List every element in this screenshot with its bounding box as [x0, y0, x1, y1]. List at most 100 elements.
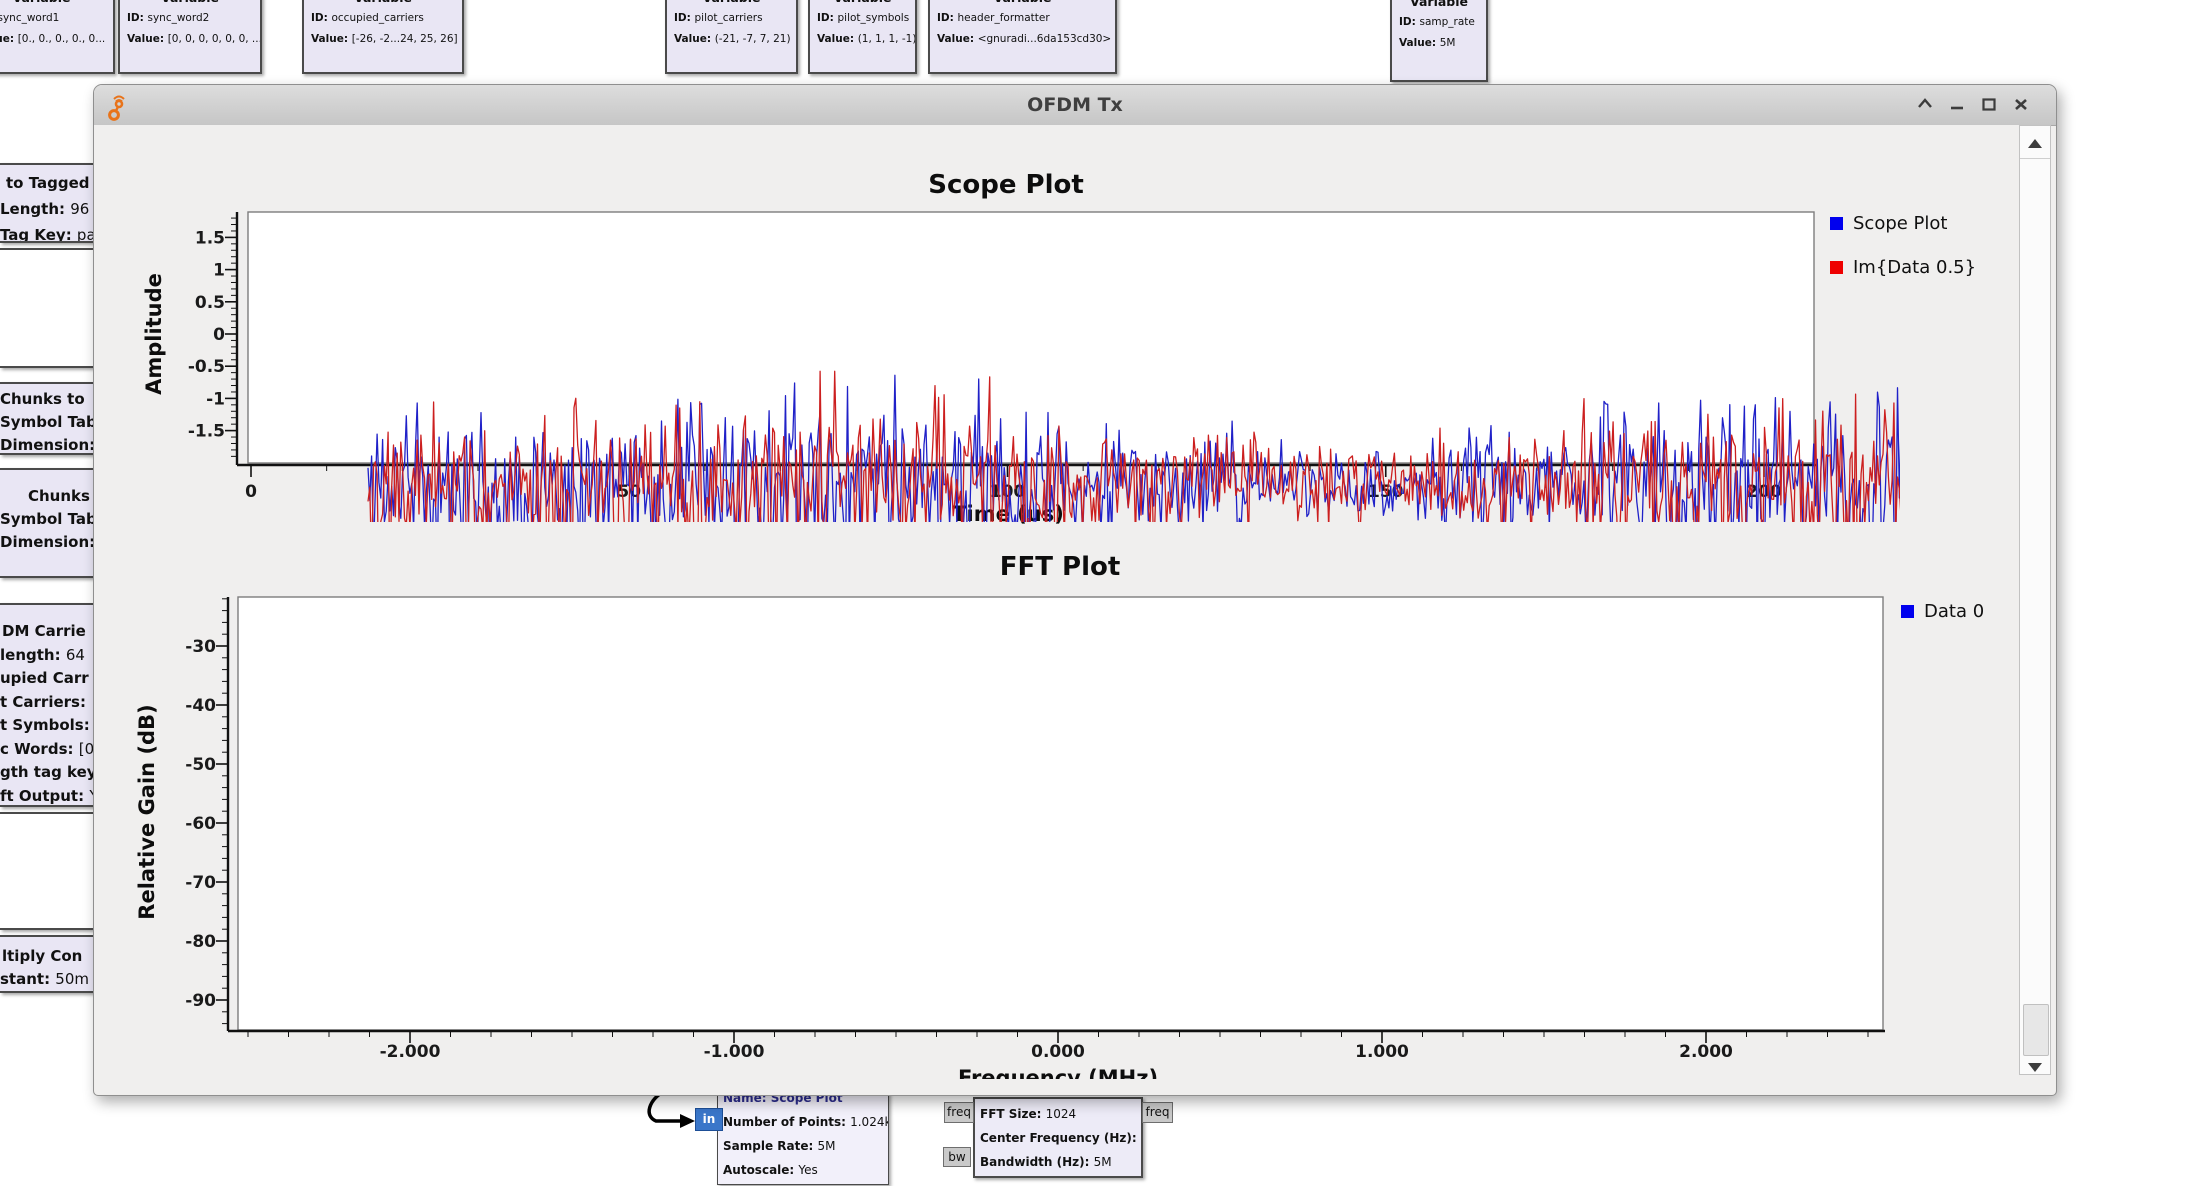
- svg-text:-1.5: -1.5: [188, 422, 225, 442]
- legend-swatch-blue2: [1901, 604, 1914, 618]
- block-param: Symbol Tab: [0, 510, 96, 528]
- block-white-block-1[interactable]: [0, 248, 96, 368]
- block-stream-to-tagged-stream[interactable]: to Tagged Length: 96 Tag Key: pa: [0, 163, 96, 243]
- svg-text:-2.000: -2.000: [380, 1042, 441, 1062]
- block-param: Value: (-21, -7, 7, 21): [674, 33, 791, 45]
- window-titlebar[interactable]: OFDM Tx: [94, 85, 2056, 126]
- block-param: to Tagged: [6, 174, 90, 192]
- legend-item-im-data: Im{Data 0.5}: [1830, 256, 1976, 278]
- block-param: Dimension:: [0, 533, 96, 551]
- block-param: Sample Rate: 5M: [723, 1139, 836, 1153]
- block-param: stant: 50m: [0, 970, 89, 988]
- port-freq-left[interactable]: freq: [944, 1102, 974, 1123]
- scope-plot-canvas: 1.510.50-0.5-1-1.50 50 100 150 200: [188, 211, 1900, 522]
- window-title: OFDM Tx: [1027, 94, 1123, 116]
- block-param: Value: [0, 0, 0, 0, 0, 0, ...: [127, 33, 262, 45]
- down-arrow-icon: [2028, 1062, 2042, 1072]
- block-title: Variable: [810, 0, 915, 8]
- block-param: Chunks to: [0, 390, 85, 408]
- block-param: ID: header_formatter: [937, 12, 1050, 24]
- fft-x-axis-label: Frequency (MHz): [957, 1066, 1159, 1079]
- maximize-button[interactable]: [1980, 95, 1998, 113]
- fft-plot-title: FFT Plot: [999, 552, 1121, 582]
- gnuradio-logo-icon: [108, 95, 125, 121]
- svg-text:-80: -80: [185, 932, 216, 952]
- legend-item-scope-plot: Scope Plot: [1830, 212, 1976, 234]
- scrollbar-down-button[interactable]: [2020, 1052, 2050, 1082]
- block-chunks-to-symbols-2[interactable]: Chunks Symbol Tab Dimension:: [0, 468, 96, 578]
- block-param: Autoscale: Yes: [723, 1163, 818, 1177]
- scrollbar-thumb[interactable]: [2023, 1004, 2049, 1056]
- block-title: Variable: [930, 0, 1115, 8]
- minimize-button[interactable]: [1948, 95, 1966, 113]
- block-param: ltiply Con: [2, 947, 83, 965]
- block-param: Value: (1, 1, 1, -1): [817, 33, 917, 45]
- scope-legend: Scope Plot Im{Data 0.5}: [1830, 212, 1976, 300]
- block-param: Tag Key: pa: [0, 226, 96, 243]
- svg-text:-0.5: -0.5: [188, 357, 225, 377]
- block-title: Variable: [0, 0, 113, 8]
- block-param: ID: sync_word1: [0, 12, 60, 24]
- block-param: t Symbols:: [0, 716, 90, 734]
- port-bw[interactable]: bw: [943, 1147, 971, 1167]
- block-param: ID: samp_rate: [1399, 16, 1475, 28]
- vertical-scrollbar[interactable]: [2019, 125, 2051, 1075]
- port-in[interactable]: in: [695, 1108, 723, 1131]
- block-qtgui-freq-sink[interactable]: FFT Size: 1024 Center Frequency (Hz): 0 Ba…: [973, 1097, 1143, 1178]
- block-variable-header_formatter[interactable]: Variable ID: header_formatter Value: <gnur…: [928, 0, 1117, 74]
- close-button[interactable]: [2012, 95, 2030, 113]
- block-param: Value: <gnuradi...6da153cd30>: [937, 33, 1112, 45]
- fft-legend: Data 0: [1901, 600, 1984, 644]
- svg-text:0.000: 0.000: [1031, 1042, 1085, 1062]
- svg-text:1.000: 1.000: [1355, 1042, 1409, 1062]
- scope-plot-title: Scope Plot: [928, 170, 1084, 200]
- svg-text:-1: -1: [206, 389, 225, 409]
- block-qtgui-time-sink[interactable]: Name: Scope Plot Number of Points: 1.024k…: [717, 1085, 889, 1185]
- svg-text:1.5: 1.5: [195, 228, 225, 248]
- svg-text:-60: -60: [185, 814, 216, 834]
- block-param: Dimension:: [0, 436, 96, 454]
- block-param: ID: pilot_carriers: [674, 12, 763, 24]
- svg-text:0.5: 0.5: [195, 293, 225, 313]
- block-variable-pilot_symbols[interactable]: Variable ID: pilot_symbols Value: (1, 1, 1…: [808, 0, 917, 74]
- svg-text:-30: -30: [185, 637, 216, 657]
- legend-item-data0: Data 0: [1901, 600, 1984, 622]
- fft-plot-canvas: -30 -40 -50 -60 -70 -80 -90 -2.000 -1.000 0.000 1.…: [185, 596, 1885, 1062]
- block-white-block-2[interactable]: [0, 812, 96, 930]
- block-param: c Words: [0: [0, 739, 95, 758]
- block-variable-sync_word2[interactable]: Variable ID: sync_word2 Value: [0, 0, 0, 0…: [118, 0, 262, 74]
- block-ofdm-carrier-allocator[interactable]: DM Carrie length: 64 upied Carr t Carriers:…: [0, 603, 96, 807]
- block-param: length: 64: [0, 645, 85, 664]
- svg-text:-90: -90: [185, 991, 216, 1011]
- block-variable-sync_word1[interactable]: Variable ID: sync_word1 Value: [0., 0., 0.…: [0, 0, 115, 74]
- block-param: FFT Size: 1024: [980, 1107, 1077, 1121]
- block-variable-occupied_carriers[interactable]: Variable ID: occupied_carriers Value: [-26…: [302, 0, 464, 74]
- block-param: Symbol Tab: [0, 413, 96, 431]
- block-title: Variable: [1409, 0, 1469, 9]
- block-param: ID: occupied_carriers: [311, 12, 424, 24]
- block-multiply-const[interactable]: ltiply Con stant: 50m: [0, 935, 96, 993]
- svg-text:2.000: 2.000: [1679, 1042, 1733, 1062]
- svg-text:-40: -40: [185, 696, 216, 716]
- legend-swatch-red: [1830, 260, 1843, 274]
- up-arrow-icon: [2028, 138, 2042, 148]
- block-param: Length: 96: [0, 200, 90, 218]
- block-variable-samp_rate[interactable]: Variable ID: samp_rate Value: 5M: [1390, 0, 1488, 82]
- svg-text:0: 0: [213, 325, 225, 345]
- block-variable-pilot_carriers[interactable]: Variable ID: pilot_carriers Value: (-21, -…: [665, 0, 798, 74]
- block-param: Value: [0., 0., 0., 0., 0...: [0, 33, 106, 45]
- block-title: Variable: [120, 0, 260, 8]
- block-param: Value: [-26, -2...24, 25, 26]: [311, 33, 458, 45]
- shade-button[interactable]: [1916, 95, 1934, 113]
- block-param: ID: sync_word2: [127, 12, 210, 24]
- port-freq-right[interactable]: freq: [1142, 1102, 1173, 1123]
- block-param: Bandwidth (Hz): 5M: [980, 1155, 1112, 1169]
- window-content-viewport: Scope Plot Amplitude Time (us) 1.5 1 0.5 0-…: [94, 125, 2019, 1079]
- svg-text:1: 1: [213, 261, 225, 281]
- block-chunks-to-symbols-1[interactable]: Chunks to Symbol Tab Dimension:: [0, 382, 96, 455]
- block-param: upied Carr: [0, 669, 89, 687]
- scrollbar-up-button[interactable]: [2020, 128, 2050, 159]
- block-param: ft Output: Y: [0, 786, 94, 805]
- block-param: DM Carrie: [2, 622, 86, 640]
- svg-text:-70: -70: [185, 873, 216, 893]
